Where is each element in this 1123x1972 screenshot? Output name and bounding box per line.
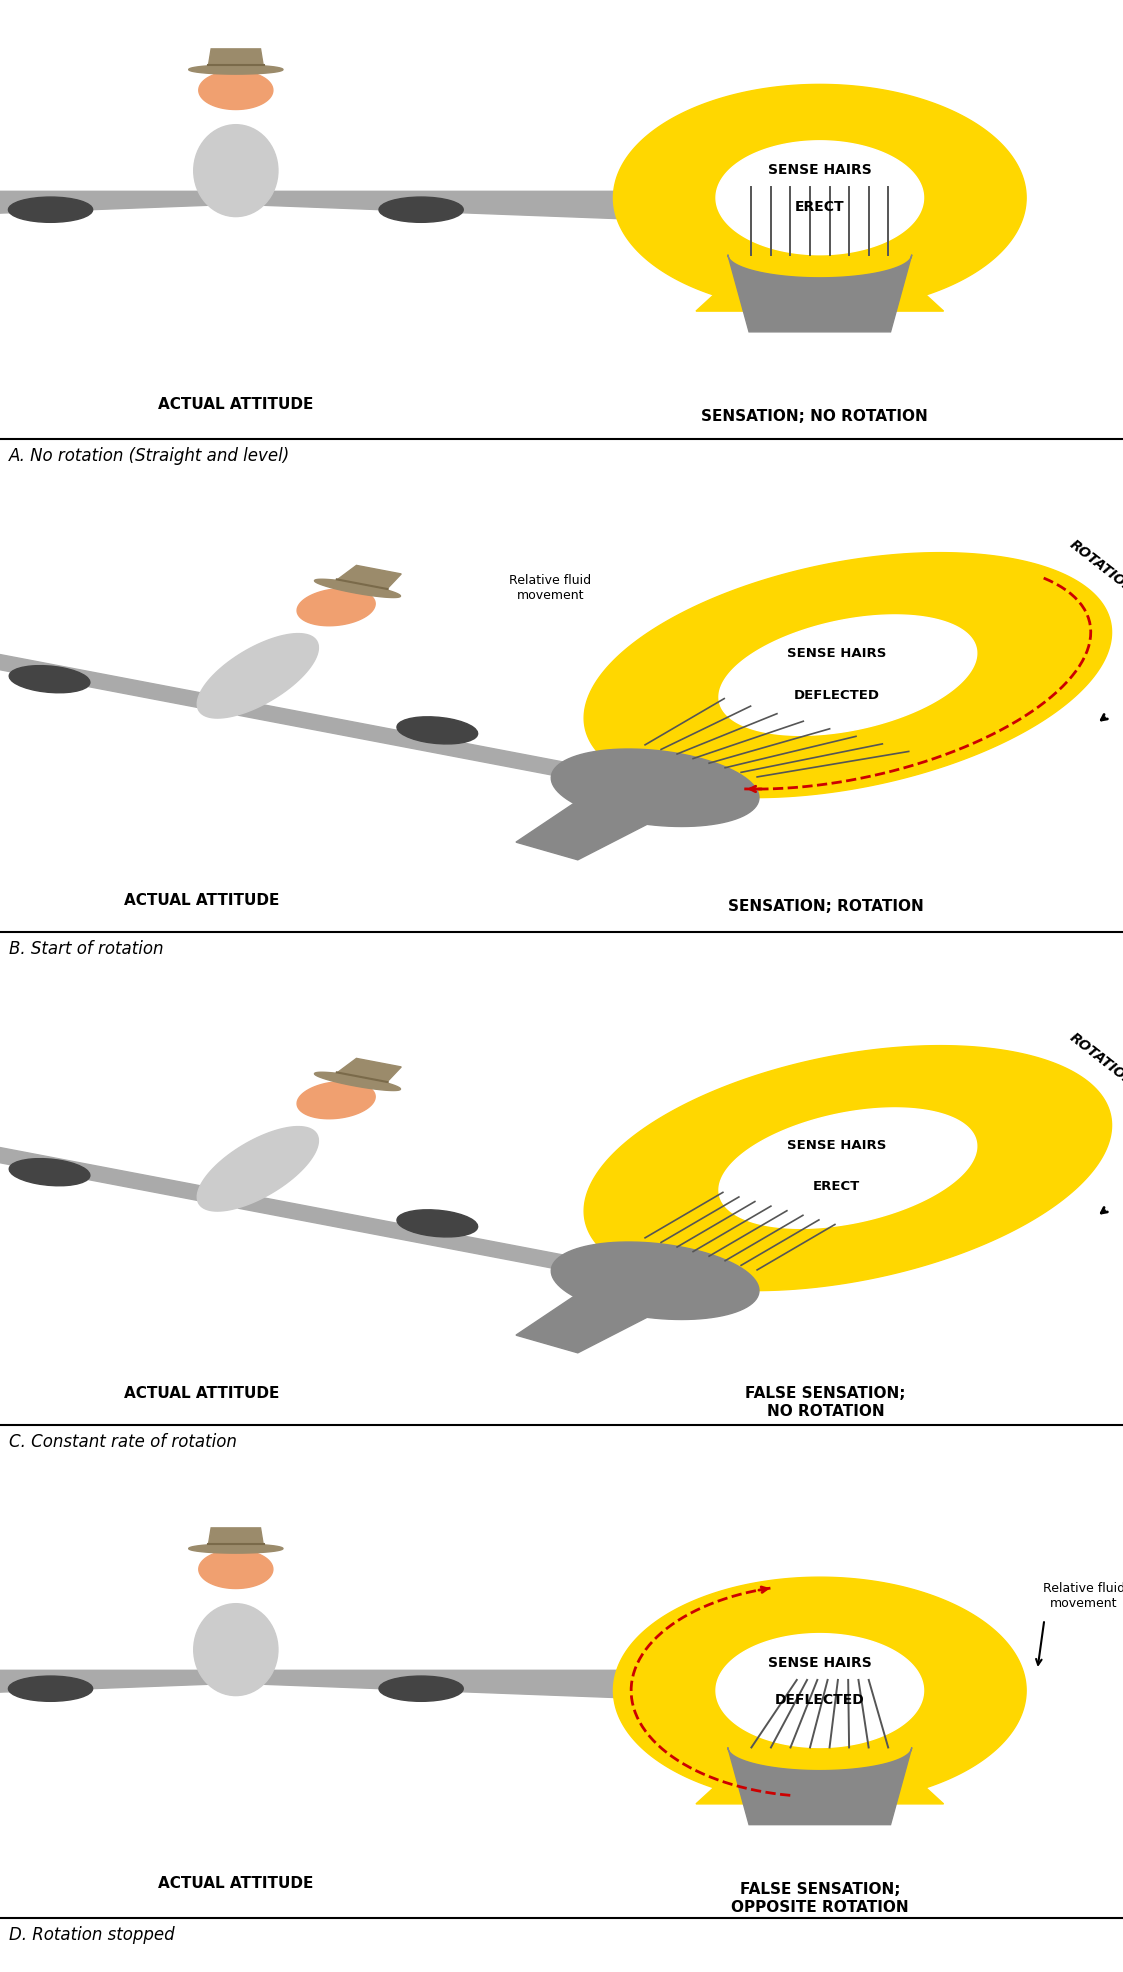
Text: FALSE SENSATION;
NO ROTATION: FALSE SENSATION; NO ROTATION <box>746 1386 905 1418</box>
Polygon shape <box>584 1045 1112 1290</box>
Polygon shape <box>238 702 639 789</box>
Text: DEFLECTED: DEFLECTED <box>775 1692 865 1706</box>
Text: ROTATION: ROTATION <box>1067 538 1123 598</box>
Text: SENSE HAIRS: SENSE HAIRS <box>768 1656 871 1670</box>
Text: SENSE HAIRS: SENSE HAIRS <box>768 164 871 177</box>
Polygon shape <box>0 191 213 221</box>
Text: ACTUAL ATTITUDE: ACTUAL ATTITUDE <box>125 1386 280 1400</box>
Polygon shape <box>696 254 943 312</box>
Polygon shape <box>314 580 401 598</box>
Ellipse shape <box>378 197 463 223</box>
Polygon shape <box>298 1081 375 1118</box>
Polygon shape <box>719 615 977 736</box>
Polygon shape <box>198 1126 319 1211</box>
Polygon shape <box>199 71 273 110</box>
Ellipse shape <box>9 667 90 692</box>
Text: ACTUAL ATTITUDE: ACTUAL ATTITUDE <box>158 398 313 412</box>
Polygon shape <box>515 777 695 860</box>
Ellipse shape <box>193 1603 279 1696</box>
Ellipse shape <box>8 197 92 223</box>
Polygon shape <box>716 1633 923 1747</box>
Text: ROTATION: ROTATION <box>1067 1031 1123 1091</box>
Text: C. Constant rate of rotation: C. Constant rate of rotation <box>9 1432 237 1451</box>
Text: SENSE HAIRS: SENSE HAIRS <box>787 647 886 659</box>
Polygon shape <box>613 85 1026 312</box>
Polygon shape <box>515 1270 695 1353</box>
Polygon shape <box>238 1195 639 1282</box>
Polygon shape <box>332 566 401 594</box>
Text: SENSE HAIRS: SENSE HAIRS <box>787 1138 886 1152</box>
Text: D. Rotation stopped: D. Rotation stopped <box>9 1925 174 1944</box>
Ellipse shape <box>9 1160 90 1185</box>
Polygon shape <box>716 140 923 254</box>
Polygon shape <box>613 1578 1026 1804</box>
Ellipse shape <box>378 1676 463 1702</box>
Text: DEFLECTED: DEFLECTED <box>794 690 879 702</box>
Polygon shape <box>258 1670 685 1700</box>
Text: Relative fluid
movement: Relative fluid movement <box>1042 1582 1123 1611</box>
Polygon shape <box>0 1670 213 1700</box>
Polygon shape <box>298 588 375 625</box>
Text: ACTUAL ATTITUDE: ACTUAL ATTITUDE <box>158 1877 313 1891</box>
Polygon shape <box>332 1059 401 1087</box>
Text: ACTUAL ATTITUDE: ACTUAL ATTITUDE <box>125 893 280 907</box>
Ellipse shape <box>8 1676 92 1702</box>
Polygon shape <box>189 1544 283 1554</box>
Polygon shape <box>0 621 211 708</box>
Ellipse shape <box>396 716 477 743</box>
Polygon shape <box>189 65 283 75</box>
Ellipse shape <box>396 1209 477 1236</box>
Text: A. No rotation (Straight and level): A. No rotation (Straight and level) <box>9 446 290 465</box>
Polygon shape <box>696 1747 943 1804</box>
Polygon shape <box>728 1747 912 1824</box>
Text: FALSE SENSATION;
OPPOSITE ROTATION: FALSE SENSATION; OPPOSITE ROTATION <box>731 1883 909 1915</box>
Polygon shape <box>208 49 264 69</box>
Polygon shape <box>208 1528 264 1548</box>
Polygon shape <box>551 1242 759 1319</box>
Polygon shape <box>719 1108 977 1229</box>
Text: SENSATION; NO ROTATION: SENSATION; NO ROTATION <box>701 408 928 424</box>
Text: ERECT: ERECT <box>795 199 844 213</box>
Text: ERECT: ERECT <box>813 1179 860 1193</box>
Polygon shape <box>198 633 319 718</box>
Ellipse shape <box>193 124 279 217</box>
Polygon shape <box>199 1550 273 1589</box>
Text: B. Start of rotation: B. Start of rotation <box>9 939 164 958</box>
Polygon shape <box>728 254 912 331</box>
Polygon shape <box>314 1073 401 1091</box>
Text: SENSATION; ROTATION: SENSATION; ROTATION <box>728 899 923 913</box>
Text: Relative fluid
movement: Relative fluid movement <box>509 574 592 601</box>
Polygon shape <box>258 191 685 221</box>
Polygon shape <box>551 749 759 826</box>
Polygon shape <box>0 1114 211 1201</box>
Polygon shape <box>584 552 1112 797</box>
